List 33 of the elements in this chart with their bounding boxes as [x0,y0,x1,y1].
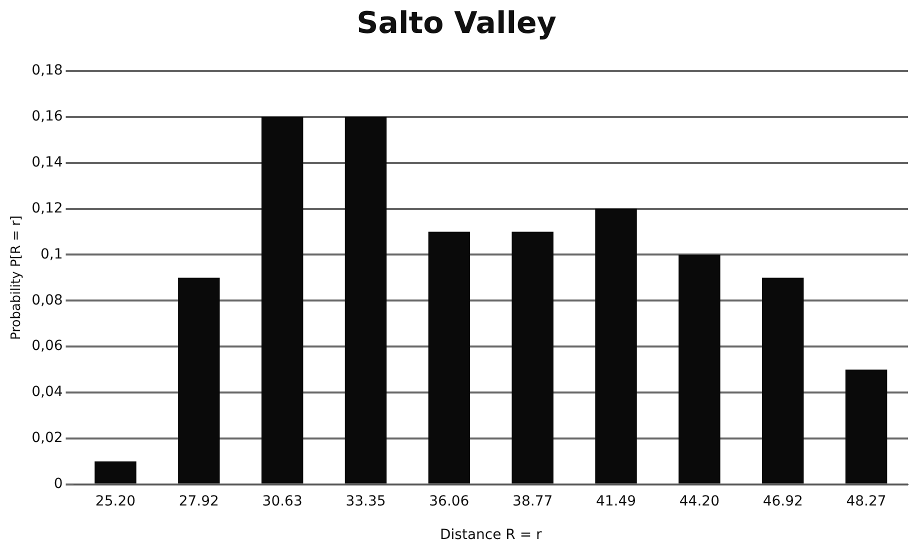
bar [94,461,136,484]
x-tick-label: 30.63 [262,493,302,510]
y-tick-label: 0,08 [32,292,63,308]
bar [595,208,637,484]
x-tick-label: 41.49 [596,493,636,510]
x-tick-label: 27.92 [178,493,219,510]
x-tick-label: 33.35 [346,493,386,510]
x-tick-label: 38.77 [512,493,553,510]
bar [344,116,387,484]
bar [845,370,888,484]
y-tick-label: 0,02 [32,430,63,446]
x-tick-label: 46.92 [762,493,803,510]
y-axis-title: Probability P[R = r] [9,216,24,340]
y-tick-label: 0,1 [40,246,63,262]
x-tick-label: 36.06 [429,493,470,510]
chart-title: Salto Valley [356,6,557,41]
bar [512,232,554,484]
y-tick-label: 0 [54,476,63,492]
x-tick-label: 44.20 [679,493,720,510]
bar [428,232,470,484]
y-tick-label: 0,12 [32,200,63,216]
y-tick-label: 0,18 [32,62,63,79]
bar [762,278,804,484]
y-tick-label: 0,06 [32,338,63,354]
bar [261,116,304,484]
x-tick-label: 25.20 [95,493,136,510]
y-tick-label: 0,14 [32,154,63,171]
bar [178,278,220,484]
y-tick-label: 0,16 [32,108,63,125]
bar [678,254,720,484]
y-tick-label: 0,04 [32,384,63,400]
x-axis-title: Distance R = r [440,527,542,544]
x-tick-label: 48.27 [846,493,886,510]
